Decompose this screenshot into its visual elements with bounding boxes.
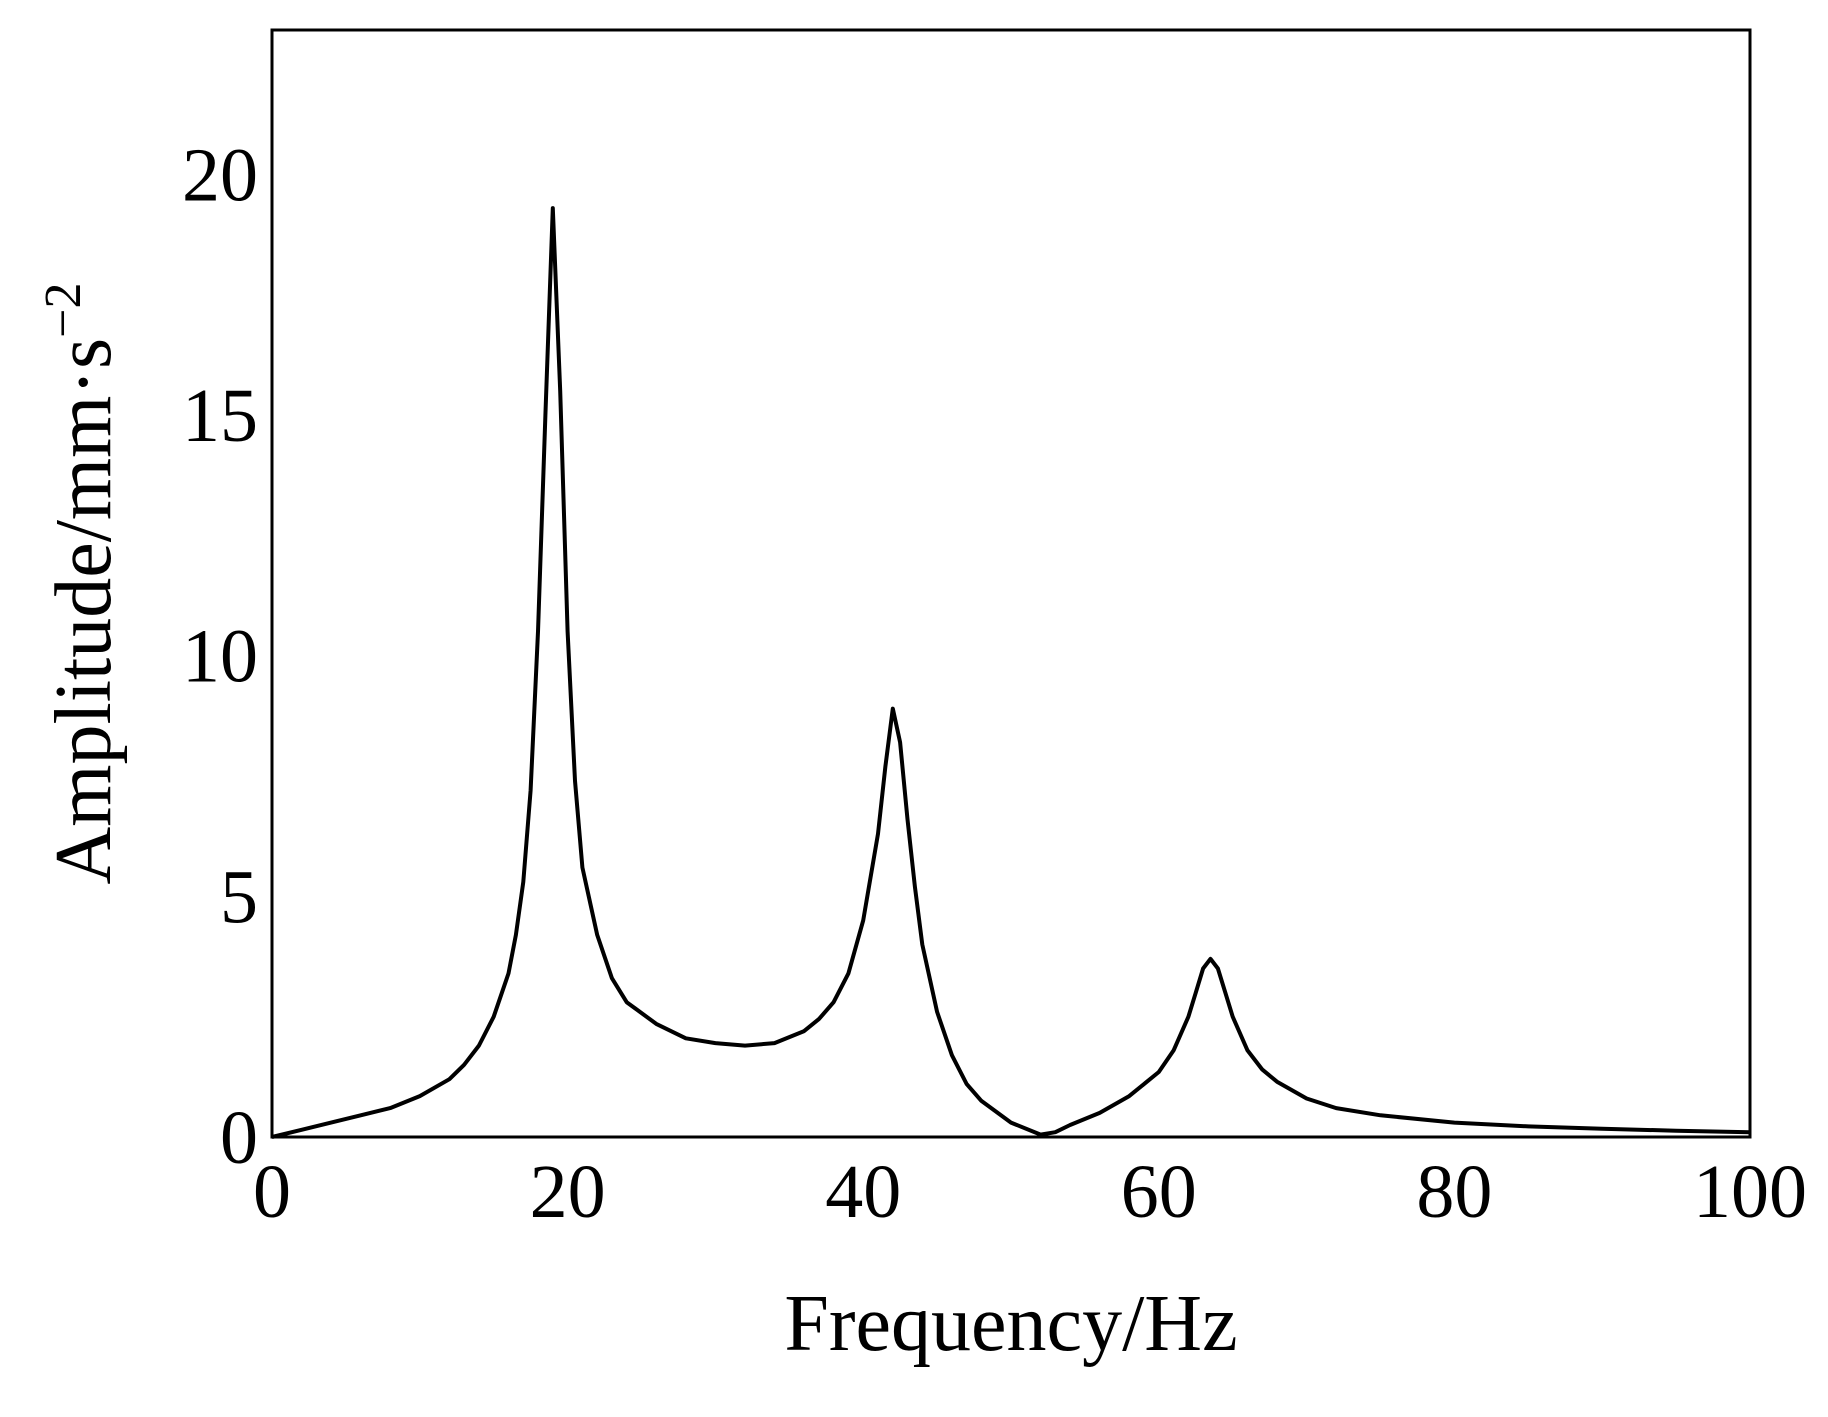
x-tick-label: 100: [1693, 1150, 1807, 1234]
x-axis-ticks: 0 20 40 60 80 100: [253, 1150, 1807, 1234]
x-axis-title: Frequency/Hz: [784, 1280, 1237, 1368]
y-tick-label: 20: [182, 133, 258, 217]
x-tick-label: 20: [530, 1150, 606, 1234]
x-tick-label: 0: [253, 1150, 291, 1234]
y-tick-label: 15: [182, 374, 258, 458]
y-tick-label: 0: [220, 1096, 258, 1180]
y-axis-title-text: Amplitude/mm·s: [40, 338, 128, 885]
y-axis-title: Amplitude/mm·s−2: [35, 283, 128, 885]
y-axis-ticks: 0 5 10 15 20: [182, 133, 258, 1180]
y-tick-label: 5: [220, 855, 258, 939]
amplitude-series-line: [271, 206, 1751, 1139]
plot-frame: [270, 28, 1752, 1139]
x-tick-label: 80: [1416, 1150, 1492, 1234]
x-tick-label: 40: [825, 1150, 901, 1234]
x-tick-label: 60: [1121, 1150, 1197, 1234]
y-tick-label: 10: [182, 615, 258, 699]
y-axis-title-superscript: −2: [35, 283, 92, 338]
